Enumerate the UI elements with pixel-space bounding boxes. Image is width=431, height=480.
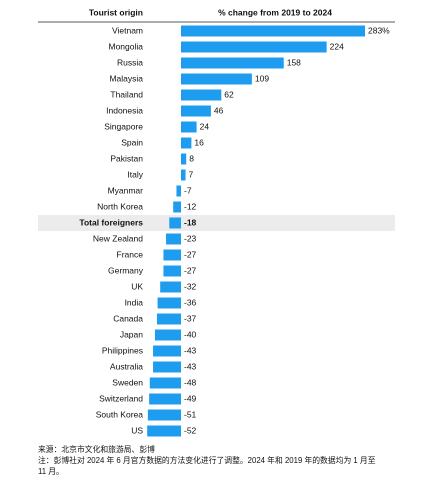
bar — [181, 57, 284, 69]
note: 注：彭博社对 2024 年 6 月官方数据的方法变化进行了调整。2024 年和 … — [38, 455, 376, 465]
category-label: Spain — [121, 137, 143, 147]
value-label: 24 — [200, 121, 210, 131]
bar — [153, 361, 181, 373]
category-label: Philippines — [102, 345, 143, 355]
bar — [147, 425, 181, 437]
category-label: US — [131, 425, 143, 435]
value-label: -32 — [184, 281, 197, 291]
bar — [169, 217, 181, 229]
bar — [181, 89, 222, 101]
value-label: -40 — [184, 329, 197, 339]
bar — [160, 281, 181, 293]
category-label: South Korea — [96, 409, 144, 419]
value-label: -12 — [184, 201, 197, 211]
bar — [163, 265, 181, 277]
bar — [153, 345, 181, 357]
bar — [173, 201, 181, 213]
value-label: 62 — [224, 89, 234, 99]
category-label: Mongolia — [109, 41, 144, 51]
bar — [181, 25, 365, 37]
bar — [181, 73, 252, 85]
note: 来源：北京市文化和旅游局、彭博 — [38, 444, 155, 454]
highlight-row — [38, 215, 395, 231]
value-label: -18 — [184, 217, 197, 227]
category-label: Germany — [108, 265, 144, 275]
category-label: Canada — [113, 313, 143, 323]
category-label: Total foreigners — [79, 217, 143, 227]
bar — [181, 121, 197, 133]
value-label: -37 — [184, 313, 197, 323]
note: 11 月。 — [38, 467, 64, 475]
bar — [163, 249, 181, 261]
value-label: 7 — [189, 169, 194, 179]
value-label: 8 — [189, 153, 194, 163]
value-label: -36 — [184, 297, 197, 307]
value-label: 283% — [368, 25, 390, 35]
bar — [149, 393, 181, 405]
value-label: -49 — [184, 393, 197, 403]
value-label: -52 — [184, 425, 197, 435]
bar — [149, 377, 181, 389]
category-label: New Zealand — [93, 233, 143, 243]
value-label: 158 — [287, 57, 301, 67]
bar — [181, 137, 192, 149]
value-label: -43 — [184, 345, 197, 355]
bar — [154, 329, 181, 341]
bar — [166, 233, 181, 245]
category-label: UK — [131, 281, 143, 291]
category-label: Italy — [127, 169, 143, 179]
category-label: Malaysia — [109, 73, 143, 83]
category-label: Sweden — [112, 377, 143, 387]
category-label: Myanmar — [108, 185, 144, 195]
category-label: Japan — [120, 329, 143, 339]
value-label: 16 — [194, 137, 204, 147]
bar — [147, 409, 181, 421]
value-label: -51 — [184, 409, 197, 419]
category-label: Thailand — [110, 89, 143, 99]
value-label: 224 — [330, 41, 344, 51]
value-label: 109 — [255, 73, 269, 83]
category-header: Tourist origin — [89, 7, 143, 17]
category-label: Russia — [117, 57, 143, 67]
value-label: 46 — [214, 105, 224, 115]
bar — [181, 153, 187, 165]
value-label: -48 — [184, 377, 197, 387]
category-label: India — [125, 297, 144, 307]
bar — [156, 313, 181, 325]
value-header: % change from 2019 to 2024 — [218, 7, 332, 17]
value-label: -43 — [184, 361, 197, 371]
value-label: -23 — [184, 233, 197, 243]
category-label: North Korea — [97, 201, 143, 211]
bar — [181, 105, 211, 117]
category-label: Vietnam — [112, 25, 143, 35]
bar — [181, 169, 186, 181]
category-label: Australia — [110, 361, 143, 371]
category-label: Switzerland — [99, 393, 143, 403]
bar — [157, 297, 181, 309]
value-label: -7 — [184, 185, 192, 195]
category-label: Pakistan — [110, 153, 143, 163]
bar — [181, 41, 327, 53]
value-label: -27 — [184, 249, 197, 259]
category-label: Indonesia — [106, 105, 143, 115]
category-label: Singapore — [104, 121, 143, 131]
bar — [176, 185, 181, 197]
category-label: France — [117, 249, 144, 259]
value-label: -27 — [184, 265, 197, 275]
